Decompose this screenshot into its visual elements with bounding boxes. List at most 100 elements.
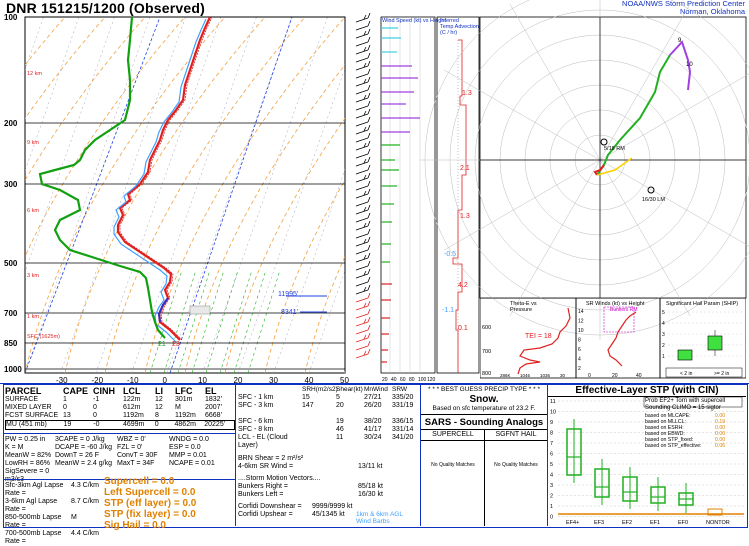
thetae-tick-800: 800: [482, 371, 491, 377]
composite-index: Supercell = 0.0: [104, 476, 175, 487]
sars-supercell-none: No Quality Matches: [431, 462, 475, 468]
composite-indices: Supercell = 0.0 Left Supercell = 0.0 STP (…: [104, 476, 234, 531]
wind-speed-tick: 80: [409, 377, 415, 383]
temp-tick-label: -10: [127, 376, 139, 383]
temp-tick-label: 10: [198, 376, 207, 383]
ship-tick: 3: [662, 332, 665, 338]
srw-tick: 2: [578, 366, 581, 372]
hodo-rm-label: 5/18 RM: [604, 146, 625, 152]
kinematics-row: SFC - 3 km 147 20 26/20 331/19: [238, 402, 414, 409]
hodo-trace-low: [593, 164, 605, 176]
sr-wind-46: 4-6km SR Wind = 13/11 kt: [238, 463, 383, 470]
pressure-label: 700: [4, 309, 18, 318]
srwinds-profile: [607, 311, 637, 367]
corfidi-upshear: Corfidi Upshear = 45/1345 kt: [238, 511, 345, 518]
srw-tick: 14: [578, 309, 584, 315]
thetae-title: Theta-E vs Pressure: [510, 301, 537, 313]
stp-category: EF0: [678, 520, 688, 526]
advection-label: 1.3: [462, 90, 472, 97]
height-label: 1 km: [27, 314, 39, 320]
dewpoint-sfc-label: 21: [158, 341, 166, 348]
lower-right-panels: Theta-E vs Pressure 600 700 800 286K 1046…: [480, 298, 746, 379]
stp-y-tick: 10: [550, 410, 556, 416]
stp-climo: Sounding CLIMO = 15 sigtor: [645, 404, 721, 411]
stp-y-tick: 2: [550, 494, 553, 500]
kinematics-row: SFC - 6 km 19 38/20 336/15: [238, 418, 414, 425]
stp-prob-box: Prob EF2+ Torn with supercell Sounding C…: [645, 398, 745, 449]
pressure-label: 300: [4, 180, 18, 189]
stp-line: based on EBWD: 0.00: [645, 431, 726, 437]
temp-tick-label: 20: [234, 376, 243, 383]
thermo-row: MeanW = 82% DownT = 26 F ConvT = 30F MMP = …: [5, 452, 207, 459]
zero-isotherm: [169, 17, 293, 373]
lapse-row: 700-500mb Lapse Rate = 4.4 C/km: [5, 530, 100, 545]
thetae-x2: 1036: [540, 373, 551, 378]
kinematics-row: [238, 410, 418, 418]
thermo-row: K = M DCAPE = -60 J/kg FZL = 0' ESP = 0.0: [5, 444, 201, 451]
wind-speed-tick: 100: [418, 377, 427, 383]
sars-hail-none: No Quality Matches: [494, 462, 538, 468]
height-label: 3 km: [27, 273, 39, 279]
ship-tick: 1: [662, 354, 665, 360]
stp-y-tick: 8: [550, 431, 553, 437]
srw-tick: 4: [578, 357, 581, 363]
thermo-row: LowRH = 86% MeanW = 2.4 g/kg MaxT = 34F NCA…: [5, 460, 215, 467]
brn-shear: BRN Shear = 2 m²/s²: [238, 455, 304, 462]
stp-y-tick: 7: [550, 441, 553, 447]
stp-y-tick: 4: [550, 473, 553, 479]
wetbulb-profile: [113, 18, 207, 343]
height-label: 12 km: [27, 71, 42, 77]
sars-supercell-col: SUPERCELL: [432, 431, 474, 438]
stp-line: based on MLCAPE: 0.00: [645, 413, 726, 419]
wind-speed-frame: [380, 16, 436, 374]
parcel-table: PARCEL CAPE CINH LCL LI LFC EL SURFACE 1-…: [5, 386, 235, 430]
parcel-header: PARCEL CAPE CINH LCL LI LFC EL: [5, 386, 217, 396]
thermo-row: PW = 0.25 in 3CAPE = 0 J/kg WBZ = 0' WNDG =…: [5, 436, 209, 443]
kinematics-row: LCL - EL (Cloud Layer) 11 30/24 341/20: [238, 434, 414, 449]
kin-header: SRH(m2/s2) Shear(kt) MnWind SRW: [302, 386, 408, 393]
stp-y-tick: 11: [550, 399, 556, 405]
advection-label: 2.1: [460, 165, 470, 172]
stp-line: based on STP_effective: 0.06: [645, 443, 726, 449]
stp-category: NONTOR: [706, 520, 730, 526]
pressure-label: 100: [4, 13, 18, 22]
thetae-tick-700: 700: [482, 349, 491, 355]
org-line1: NOAA/NWS Storm Prediction Center: [622, 0, 745, 8]
barb-legend: 1km & 6km AGL Wind Barbs: [356, 511, 403, 525]
temp-tick-label: -20: [92, 376, 104, 383]
composite-index: STP (fix layer) = 0.0: [104, 509, 196, 520]
srw-tick: 8: [578, 338, 581, 344]
ship-tick: 2: [662, 343, 665, 349]
org-credit: NOAA/NWS Storm Prediction Center Norman,…: [622, 0, 745, 16]
page-title: DNR 151215/1200 (Observed): [6, 0, 205, 16]
srwinds-title: SR Winds (kt) vs Height: [586, 301, 645, 307]
stp-y-tick: 5: [550, 462, 553, 468]
wind-speed-tick: 60: [400, 377, 406, 383]
stp-y-tick: 1: [550, 504, 553, 510]
stp-prob: Prob EF2+ Torn with supercell: [645, 398, 726, 404]
stp-title: Effective-Layer STP (with CIN): [575, 385, 719, 396]
advection-label: -1.1: [442, 307, 454, 314]
temp-sfc-label: 23: [172, 341, 180, 348]
stp-y-tick: 9: [550, 420, 553, 426]
composite-index: STP (eff layer) = 0.0: [104, 498, 197, 509]
height-label: 9 km: [27, 140, 39, 146]
virtual-temperature-profile: [119, 17, 213, 341]
corfidi-downshear: Corfidi Downshear = 9999/9999 kt: [238, 503, 353, 510]
pressure-label: 850: [4, 339, 18, 348]
sars-hail-col: SGFNT HAIL: [495, 431, 537, 438]
advection-label: -0.5: [444, 251, 456, 258]
kinematics-table: SRH(m2/s2) Shear(kt) MnWind SRW SFC - 1 …: [238, 386, 418, 519]
wind-speed-tick: 40: [391, 377, 397, 383]
parcel-row: MU (451 mb) 19 -0 4699m 0 4862m 20225': [5, 420, 235, 430]
srw-tick: 10: [578, 328, 584, 334]
skewt-frame: [24, 16, 346, 374]
thetae-tick-600: 600: [482, 325, 491, 331]
temp-tick-label: 30: [269, 376, 278, 383]
advection-label: 1.3: [460, 213, 470, 220]
height-label: 6 km: [27, 208, 39, 214]
stp-category: EF2: [622, 520, 632, 526]
thetae-x1: 1046: [520, 373, 531, 378]
